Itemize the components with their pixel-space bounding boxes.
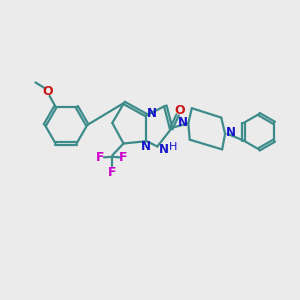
Text: N: N — [159, 143, 169, 156]
Text: N: N — [147, 107, 157, 120]
Text: O: O — [42, 85, 52, 98]
Text: F: F — [96, 151, 105, 164]
Text: F: F — [107, 166, 116, 178]
Text: N: N — [177, 116, 188, 128]
Text: N: N — [226, 126, 236, 139]
Text: O: O — [174, 104, 185, 117]
Text: N: N — [141, 140, 151, 153]
Text: H: H — [169, 142, 177, 152]
Text: F: F — [119, 151, 128, 164]
